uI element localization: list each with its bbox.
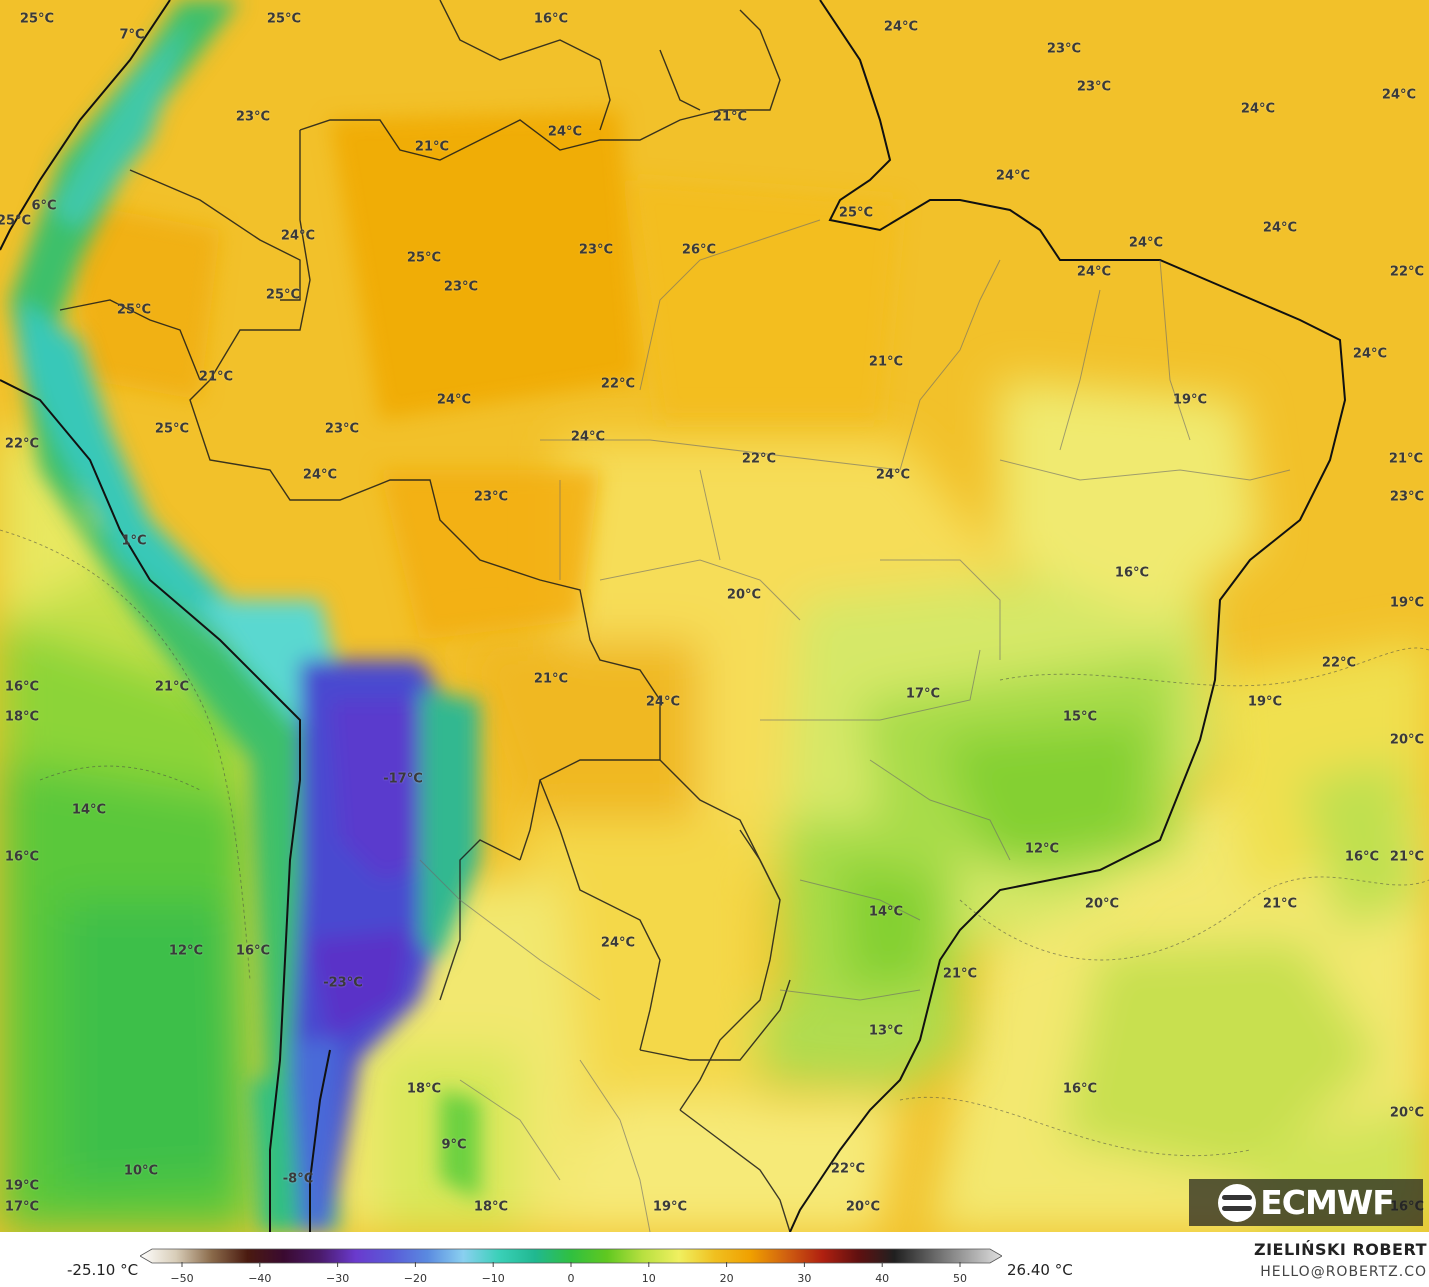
temperature-map: 25°C 7°C 25°C 16°C 24°C 23°C 23°C 24°C 24°C 23°C 2… xyxy=(0,0,1429,1232)
colorbar-tick-label: −50 xyxy=(170,1272,194,1285)
colorbar-tick-label: −40 xyxy=(248,1272,272,1285)
colorbar-tick-label: −20 xyxy=(403,1272,427,1285)
author-credit: ZIELIŃSKI ROBERT xyxy=(1253,1240,1427,1259)
colorbar-tick-label: 10 xyxy=(641,1272,656,1285)
colorbar-bar xyxy=(140,1248,1002,1264)
colorbar-min-value: -25.10 °C xyxy=(67,1261,139,1279)
pacific-field xyxy=(0,420,270,1232)
colorbar-tick-label: −10 xyxy=(481,1272,505,1285)
logo-text: ECMWF xyxy=(1260,1183,1395,1222)
colorbar-tick-label: −30 xyxy=(325,1272,350,1285)
colorbar-tick-label: 40 xyxy=(875,1272,890,1285)
author-email: HELLO@ROBERTZ.CO xyxy=(1260,1264,1427,1280)
colorbar-max-value: 26.40 °C xyxy=(1007,1261,1073,1279)
colorbar-tick-label: 0 xyxy=(567,1272,575,1285)
country-borders xyxy=(59,0,791,1232)
ecmwf-globe-icon xyxy=(1218,1183,1257,1222)
warm-cores xyxy=(60,110,900,640)
land-field xyxy=(330,380,1260,1232)
isotherms xyxy=(0,529,1429,1157)
colorbar-tick-label: 30 xyxy=(797,1272,812,1285)
coastlines xyxy=(0,0,1347,1232)
state-borders xyxy=(419,219,1291,1232)
ecmwf-logo: ECMWF xyxy=(1189,1179,1423,1226)
colorbar xyxy=(140,1248,1002,1267)
map-field xyxy=(0,0,1429,1232)
colorbar-tick-label: 20 xyxy=(719,1272,734,1285)
colorbar-tick-label: 50 xyxy=(953,1272,967,1285)
